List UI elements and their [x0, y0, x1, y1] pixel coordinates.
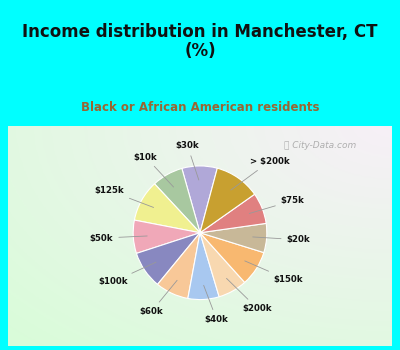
Text: Income distribution in Manchester, CT
(%): Income distribution in Manchester, CT (%… [22, 23, 378, 60]
Text: Black or African American residents: Black or African American residents [81, 101, 319, 114]
Text: > $200k: > $200k [231, 157, 290, 190]
Text: $40k: $40k [204, 285, 228, 324]
Wedge shape [182, 166, 217, 233]
Text: $50k: $50k [90, 233, 147, 243]
Wedge shape [200, 233, 245, 297]
Wedge shape [158, 233, 200, 299]
Wedge shape [136, 233, 200, 284]
Text: $60k: $60k [140, 280, 177, 316]
Wedge shape [200, 233, 264, 282]
Text: $10k: $10k [134, 153, 174, 187]
Wedge shape [188, 233, 219, 300]
Text: $150k: $150k [245, 261, 303, 284]
Wedge shape [200, 168, 254, 233]
Text: $125k: $125k [94, 186, 154, 208]
Wedge shape [134, 184, 200, 233]
Wedge shape [154, 168, 200, 233]
Text: $30k: $30k [176, 141, 200, 180]
Wedge shape [133, 220, 200, 253]
Wedge shape [200, 223, 267, 253]
Text: $100k: $100k [99, 262, 156, 286]
Text: $75k: $75k [249, 196, 305, 214]
Text: $200k: $200k [226, 278, 272, 313]
Text: ⓘ City-Data.com: ⓘ City-Data.com [284, 141, 357, 150]
Wedge shape [200, 194, 266, 233]
Text: $20k: $20k [253, 235, 310, 244]
